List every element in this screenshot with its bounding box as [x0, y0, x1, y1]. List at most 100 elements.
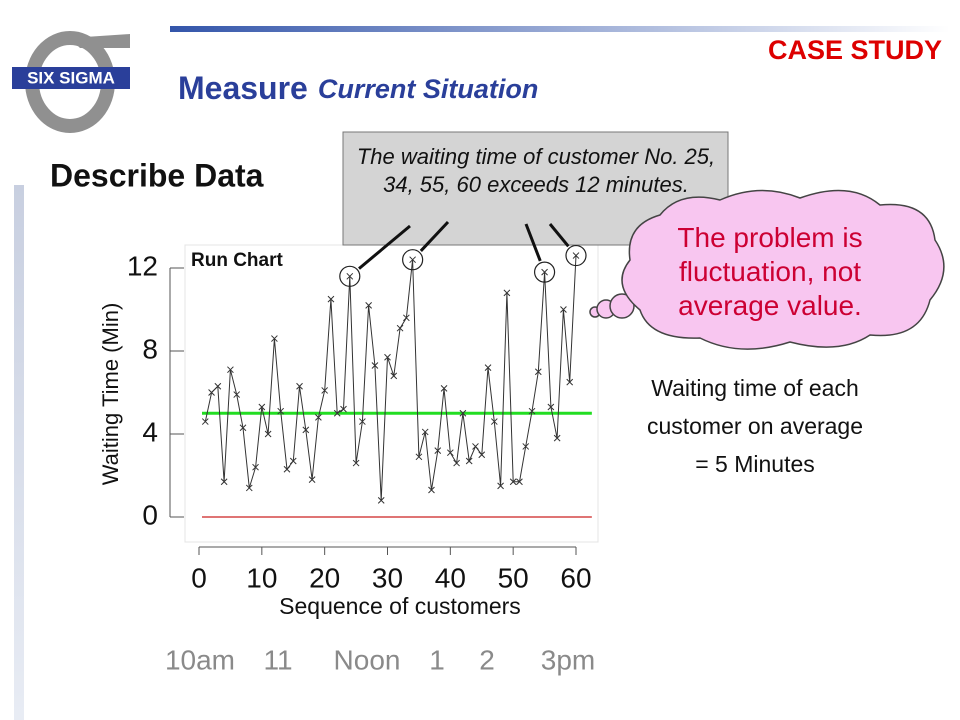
data-point	[390, 372, 398, 380]
data-point	[572, 252, 580, 259]
data-line	[204, 255, 577, 501]
average-line: = 5 Minutes	[695, 451, 815, 477]
data-point	[239, 424, 247, 432]
time-label: 3pm	[541, 644, 595, 675]
data-point	[302, 426, 310, 434]
data-point	[516, 478, 523, 486]
callout-arrow	[358, 224, 411, 270]
data-point	[534, 368, 542, 376]
data-point	[497, 482, 504, 490]
data-point	[547, 403, 555, 411]
data-point	[446, 449, 454, 457]
data-point	[396, 324, 404, 332]
data-point	[327, 295, 335, 303]
logo-text: SIX SIGMA	[27, 68, 115, 87]
highlight-circle	[565, 244, 587, 267]
data-point	[208, 389, 215, 396]
data-point	[484, 364, 492, 371]
average-line: customer on average	[647, 413, 863, 439]
callout-arrow	[419, 220, 450, 252]
data-point	[377, 497, 385, 504]
x-tick-label: 20	[309, 562, 340, 593]
data-point	[233, 391, 241, 398]
x-tick-label: 0	[191, 562, 207, 593]
data-point	[277, 407, 285, 415]
time-label: 1	[429, 644, 445, 675]
top-bar	[170, 26, 950, 32]
highlight-circle	[533, 261, 556, 283]
data-point	[258, 403, 266, 411]
data-point	[283, 465, 291, 473]
cloud-text: The problem is fluctuation, not average va…	[677, 222, 862, 321]
data-point	[201, 418, 209, 425]
case-study-tag: CASE STUDY	[768, 35, 942, 65]
section-title: Describe Data	[50, 157, 264, 193]
data-point	[384, 353, 391, 361]
data-point	[560, 306, 567, 313]
y-tick-label: 8	[142, 333, 158, 364]
data-point	[296, 382, 303, 390]
y-tick-label: 4	[142, 416, 158, 447]
data-point	[252, 463, 259, 471]
average-line: Waiting time of each	[651, 375, 859, 401]
callout-arrow	[524, 223, 542, 262]
y-axis-label: Waiting Time (Min)	[98, 303, 123, 486]
cloud-line: average value.	[678, 290, 862, 321]
data-point	[566, 378, 574, 386]
cloud-line: The problem is	[677, 222, 862, 253]
data-point	[522, 443, 530, 450]
time-label: Noon	[334, 644, 401, 675]
plot-frame	[184, 244, 599, 543]
data-point	[428, 486, 435, 494]
side-bar	[14, 185, 24, 720]
x-tick-label: 40	[435, 562, 466, 593]
data-point	[478, 451, 486, 459]
title-main: Measure	[178, 70, 308, 106]
data-point	[459, 409, 467, 417]
x-tick-label: 10	[246, 562, 277, 593]
data-point	[421, 428, 429, 436]
x-tick-label: 50	[498, 562, 529, 593]
data-point	[214, 382, 222, 390]
data-point	[359, 418, 366, 425]
y-tick-label: 0	[142, 499, 158, 530]
data-point	[245, 484, 253, 492]
data-point	[415, 453, 423, 461]
highlight-circle	[339, 265, 361, 287]
data-point	[465, 457, 473, 465]
data-point	[271, 335, 278, 342]
title-sub: Current Situation	[318, 74, 539, 104]
data-point	[365, 301, 373, 309]
logo: SIX SIGMA	[12, 31, 130, 133]
data-point	[409, 256, 416, 264]
data-point	[402, 314, 410, 322]
data-point	[541, 268, 548, 276]
callout-text: The waiting time of customer No. 25, 34, …	[357, 144, 715, 197]
data-point	[453, 459, 460, 467]
data-point	[346, 272, 354, 280]
x-tick-label: 60	[560, 562, 591, 593]
data-point	[528, 407, 536, 415]
y-tick-label: 12	[127, 250, 158, 281]
x-tick-label: 30	[372, 562, 403, 593]
data-point	[264, 430, 272, 438]
data-point	[315, 414, 322, 421]
data-point	[308, 476, 316, 484]
average-note: Waiting time of each customer on average =…	[647, 375, 863, 477]
data-point	[227, 366, 234, 374]
data-point	[340, 405, 347, 413]
cloud	[589, 189, 945, 350]
data-point	[289, 457, 297, 465]
highlight-circle	[402, 249, 424, 271]
x-axis-label: Sequence of customers	[279, 593, 521, 619]
data-point	[503, 289, 511, 297]
chart-title: Run Chart	[191, 250, 284, 271]
data-point	[352, 459, 360, 467]
slide-title: Measure Current Situation	[178, 70, 538, 106]
data-point	[553, 434, 561, 442]
data-point	[220, 478, 228, 486]
data-point	[472, 443, 479, 450]
data-point	[321, 387, 329, 394]
